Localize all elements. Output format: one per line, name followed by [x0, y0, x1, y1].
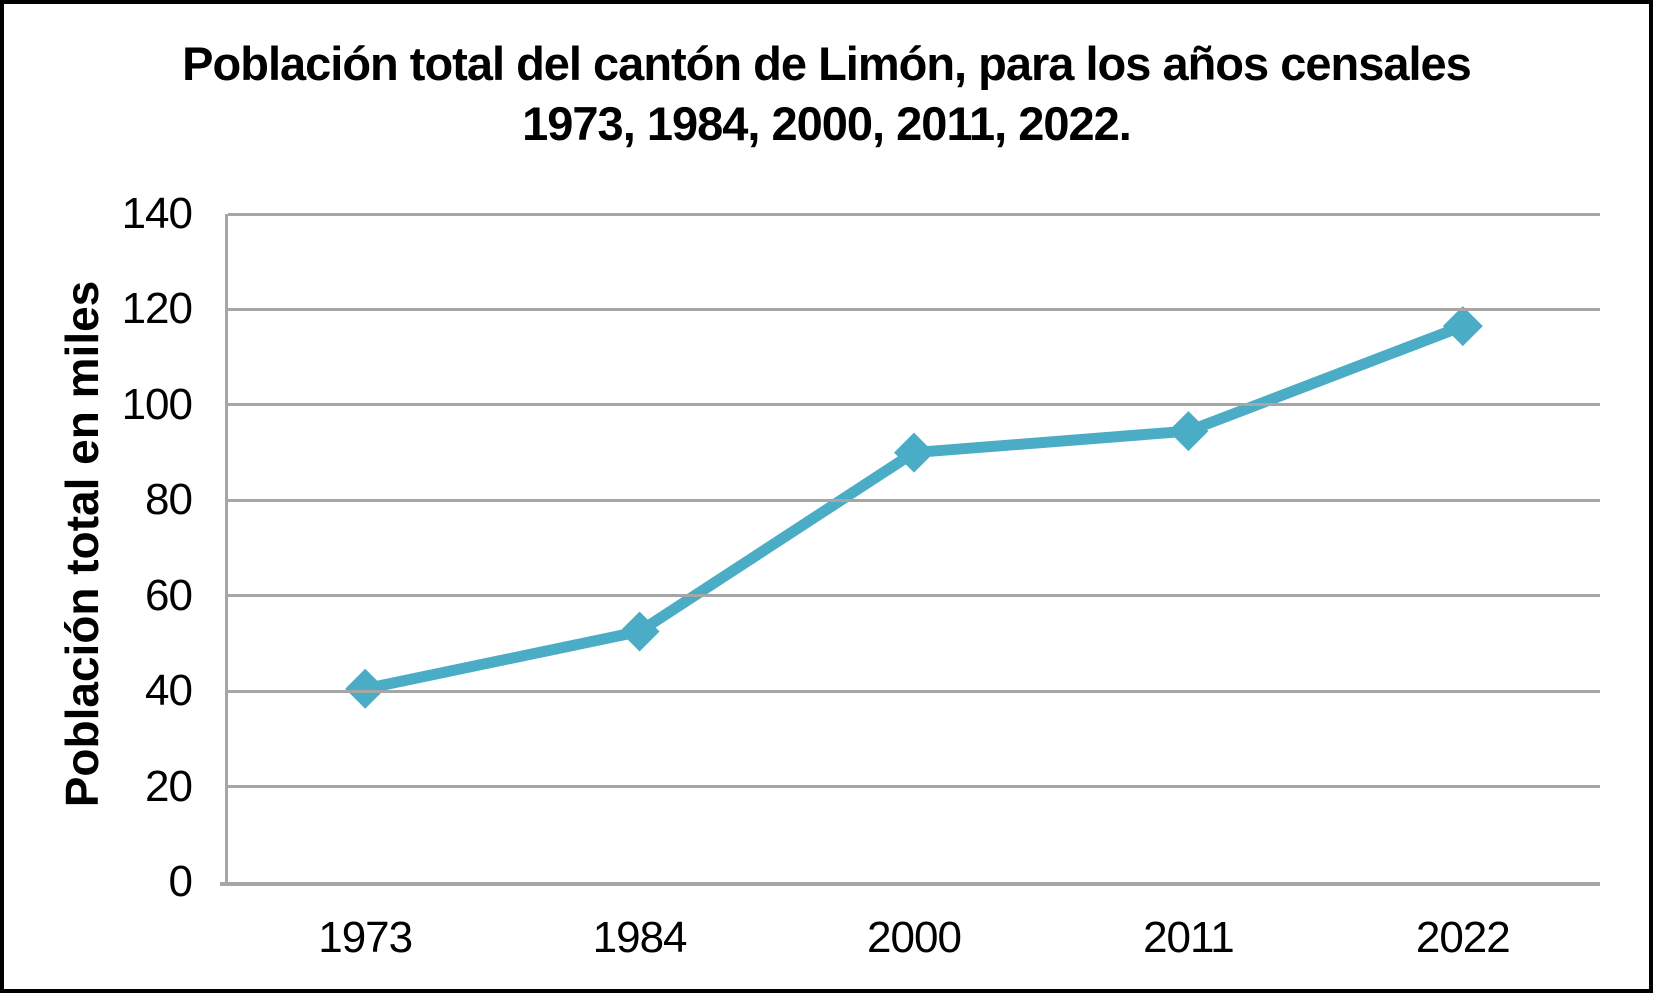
x-tick-label: 2022	[1415, 913, 1511, 962]
x-tick-label: 1973	[318, 913, 413, 962]
y-tick-label: 0	[168, 857, 193, 906]
gridline	[228, 785, 1600, 789]
x-axis-line	[220, 882, 1600, 886]
x-tick-label: 1984	[592, 913, 688, 962]
gridline	[228, 307, 1600, 311]
gridline	[228, 498, 1600, 502]
y-tick-label: 80	[145, 475, 193, 525]
gridline	[228, 403, 1600, 407]
y-axis-line	[225, 214, 228, 882]
data-point-marker	[619, 611, 660, 652]
gridline	[228, 594, 1600, 598]
x-tick-label: 2000	[867, 913, 962, 962]
x-tick-label: 2011	[1143, 913, 1235, 962]
data-point-marker	[345, 668, 386, 709]
chart-title: Población total del cantón de Limón, par…	[4, 34, 1649, 154]
y-tick-label: 40	[145, 666, 193, 716]
line-series-svg	[345, 306, 1483, 709]
y-tick-label: 140	[121, 189, 193, 238]
gridline	[228, 689, 1600, 693]
chart-title-line-1: Población total del cantón de Limón, par…	[182, 37, 1472, 90]
plot-area	[220, 212, 1600, 886]
data-point-marker	[894, 432, 934, 473]
data-point-marker	[1168, 411, 1209, 452]
data-point-marker	[1442, 306, 1483, 347]
y-tick-label: 120	[121, 284, 193, 334]
y-tick-label: 100	[121, 379, 193, 429]
chart-title-line-2: 1973, 1984, 2000, 2011, 2022.	[522, 97, 1132, 150]
y-tick-label: 20	[145, 761, 193, 811]
gridline	[228, 212, 1600, 216]
y-tick-label: 60	[145, 570, 193, 620]
data-line	[364, 320, 1465, 695]
